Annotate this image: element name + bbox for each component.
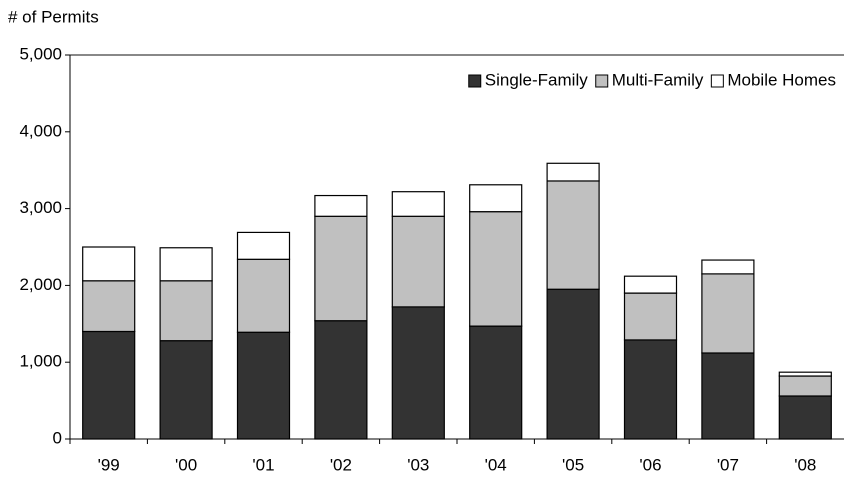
bar-segment <box>236 331 291 440</box>
bar-segment <box>778 375 832 397</box>
bar-segment <box>82 330 136 440</box>
bar-segment <box>159 247 213 282</box>
bar-segment <box>701 259 755 275</box>
legend-label: Multi-Family <box>612 70 704 89</box>
y-tick-label: 4,000 <box>19 121 62 140</box>
x-tick-label: '01 <box>252 455 274 474</box>
bar-segment <box>778 395 832 440</box>
y-tick-label: 2,000 <box>19 275 62 294</box>
bar-segment <box>159 340 213 440</box>
x-tick-label: '05 <box>562 455 584 474</box>
bar-segment <box>236 258 291 333</box>
legend-label: Mobile Homes <box>727 70 836 89</box>
bar-segment <box>82 280 136 333</box>
x-tick-label: '00 <box>175 455 197 474</box>
y-tick-label: 1,000 <box>19 352 62 371</box>
bar-segment <box>469 184 523 213</box>
bar-segment <box>701 352 755 440</box>
y-tick-label: 0 <box>53 428 62 447</box>
y-tick-label: 3,000 <box>19 198 62 217</box>
bar-segment <box>701 273 755 354</box>
bar-segment <box>546 288 600 440</box>
legend-swatch <box>595 74 609 88</box>
bar-segment <box>314 215 368 322</box>
bar-segment <box>623 292 678 341</box>
y-tick-label: 5,000 <box>19 44 62 63</box>
x-tick-label: '04 <box>485 455 507 474</box>
x-tick-label: '99 <box>98 455 120 474</box>
bar-segment <box>623 275 678 294</box>
bar-segment <box>469 211 523 327</box>
y-axis-label: # of Permits <box>8 7 99 26</box>
bar-segment <box>623 339 678 440</box>
bar-segment <box>391 191 445 217</box>
bar-segment <box>82 246 136 282</box>
x-tick-label: '07 <box>717 455 739 474</box>
bar-segment <box>469 325 523 440</box>
bar-segment <box>236 231 291 260</box>
legend-swatch <box>468 74 482 88</box>
x-tick-label: '02 <box>330 455 352 474</box>
x-tick-label: '03 <box>407 455 429 474</box>
legend-label: Single-Family <box>485 70 588 89</box>
bar-segment <box>778 371 832 377</box>
bar-segment <box>391 215 445 308</box>
bar-segment <box>546 162 600 182</box>
legend-swatch <box>710 74 724 88</box>
bar-segment <box>159 280 213 342</box>
bar-segment <box>314 320 368 440</box>
bar-segment <box>391 306 445 440</box>
bar-segment <box>314 194 368 217</box>
bar-segment <box>546 180 600 290</box>
x-tick-label: '08 <box>794 455 816 474</box>
x-tick-label: '06 <box>639 455 661 474</box>
